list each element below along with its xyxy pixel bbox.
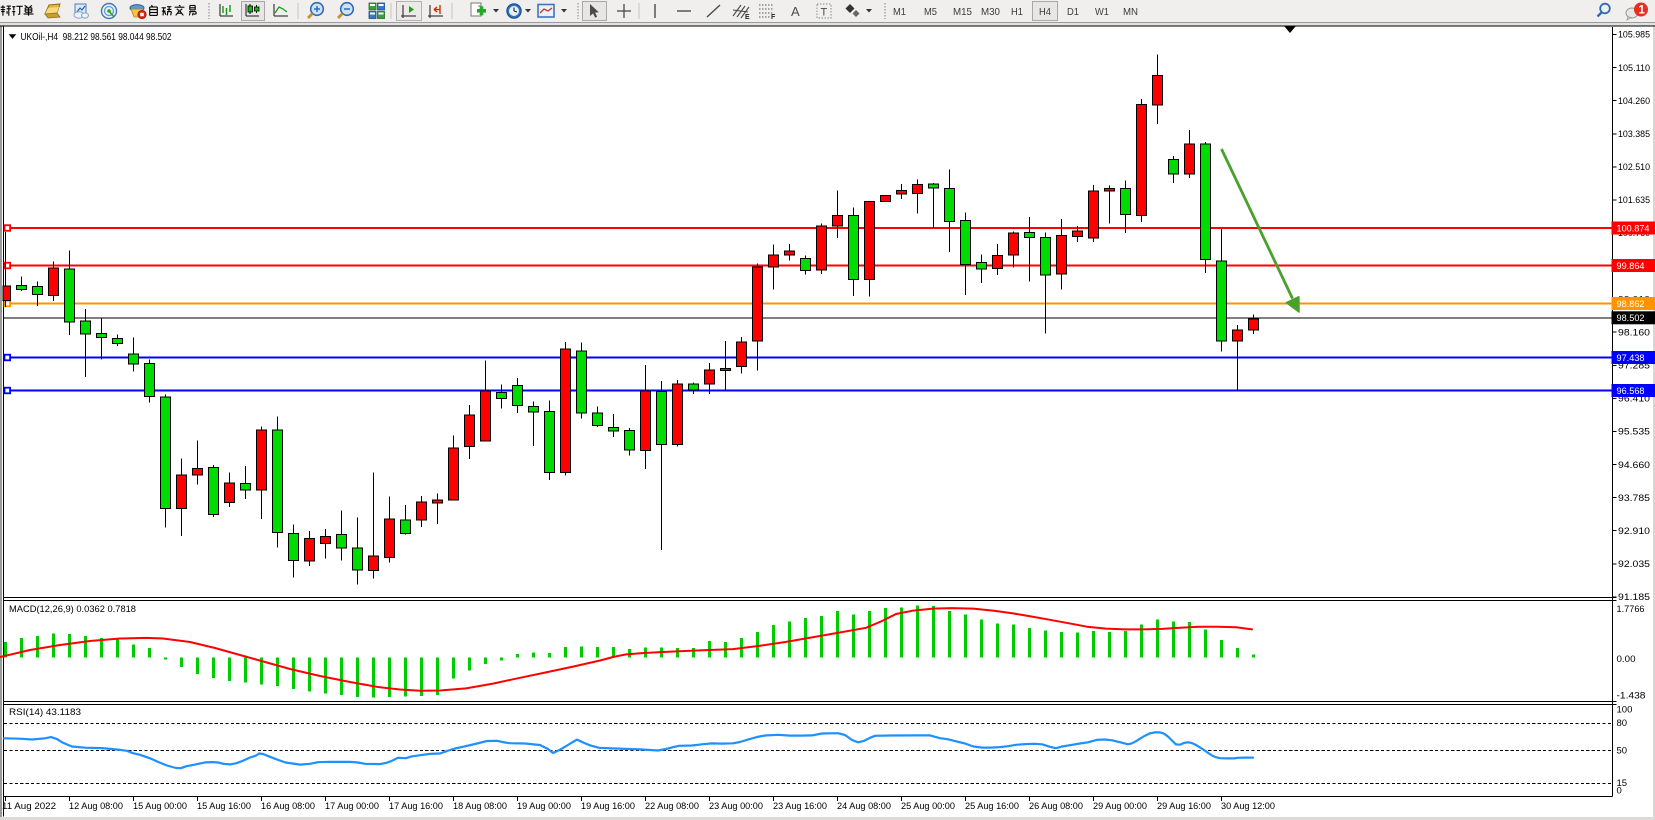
svg-text:103.385: 103.385 <box>1618 129 1650 140</box>
svg-text:16 Aug 08:00: 16 Aug 08:00 <box>261 801 315 812</box>
svg-text:1.7766: 1.7766 <box>1617 604 1645 615</box>
svg-text:D1: D1 <box>1067 6 1079 18</box>
svg-text:97.285: 97.285 <box>1618 361 1650 372</box>
svg-text:-1.438: -1.438 <box>1617 691 1646 702</box>
svg-text:H1: H1 <box>1011 6 1023 18</box>
svg-text:T: T <box>821 7 828 19</box>
svg-text:H4: H4 <box>1039 6 1051 18</box>
svg-text:A: A <box>791 4 800 19</box>
svg-text:22 Aug 08:00: 22 Aug 08:00 <box>645 801 699 812</box>
svg-text:1: 1 <box>1639 5 1646 17</box>
svg-text:50: 50 <box>1617 746 1628 757</box>
svg-text:12 Aug 08:00: 12 Aug 08:00 <box>69 801 123 812</box>
svg-text:105.110: 105.110 <box>1618 63 1650 74</box>
svg-text:0.00: 0.00 <box>1617 654 1636 665</box>
svg-text:102.510: 102.510 <box>1618 162 1650 173</box>
svg-text:RSI(14) 43.1183: RSI(14) 43.1183 <box>9 707 81 718</box>
svg-text:101.635: 101.635 <box>1618 195 1650 206</box>
svg-text:M5: M5 <box>924 6 937 18</box>
svg-text:25 Aug 16:00: 25 Aug 16:00 <box>965 801 1019 812</box>
svg-text:MACD(12,26,9) 0.0362 0.7818: MACD(12,26,9) 0.0362 0.7818 <box>9 604 136 615</box>
svg-text:UKOil-,H4 98.212 98.561 98.04: UKOil-,H4 98.212 98.561 98.044 98.502 <box>21 31 172 43</box>
svg-text:23 Aug 16:00: 23 Aug 16:00 <box>773 801 827 812</box>
svg-text:99.864: 99.864 <box>1617 261 1645 272</box>
svg-text:26 Aug 08:00: 26 Aug 08:00 <box>1029 801 1083 812</box>
svg-text:17 Aug 16:00: 17 Aug 16:00 <box>389 801 443 812</box>
svg-text:94.660: 94.660 <box>1618 460 1650 471</box>
svg-text:0: 0 <box>1617 786 1622 797</box>
svg-text:29 Aug 00:00: 29 Aug 00:00 <box>1093 801 1147 812</box>
svg-text:105.985: 105.985 <box>1618 30 1650 41</box>
svg-text:98.160: 98.160 <box>1618 327 1650 338</box>
svg-text:100: 100 <box>1617 705 1633 716</box>
svg-text:25 Aug 00:00: 25 Aug 00:00 <box>901 801 955 812</box>
svg-text:98.862: 98.862 <box>1617 299 1645 310</box>
svg-text:24 Aug 08:00: 24 Aug 08:00 <box>837 801 891 812</box>
svg-text:29 Aug 16:00: 29 Aug 16:00 <box>1157 801 1211 812</box>
svg-text:W1: W1 <box>1095 6 1109 18</box>
svg-text:M30: M30 <box>981 6 1000 18</box>
svg-text:91.185: 91.185 <box>1618 592 1650 603</box>
svg-text:92.910: 92.910 <box>1618 526 1650 537</box>
svg-text:MN: MN <box>1123 6 1138 18</box>
svg-text:96.568: 96.568 <box>1617 386 1645 397</box>
svg-text:23 Aug 00:00: 23 Aug 00:00 <box>709 801 763 812</box>
svg-text:E: E <box>745 14 750 21</box>
svg-text:98.502: 98.502 <box>1617 313 1645 324</box>
svg-text:15: 15 <box>1617 778 1628 789</box>
svg-text:18 Aug 08:00: 18 Aug 08:00 <box>453 801 507 812</box>
svg-text:92.035: 92.035 <box>1618 559 1650 570</box>
svg-text:15 Aug 00:00: 15 Aug 00:00 <box>133 801 187 812</box>
svg-text:100.874: 100.874 <box>1617 223 1650 234</box>
svg-text:104.260: 104.260 <box>1618 96 1650 107</box>
svg-text:95.535: 95.535 <box>1618 427 1650 438</box>
svg-text:97.438: 97.438 <box>1617 353 1645 364</box>
svg-text:F: F <box>771 14 776 21</box>
svg-text:19 Aug 16:00: 19 Aug 16:00 <box>581 801 635 812</box>
svg-text:M15: M15 <box>953 6 972 18</box>
svg-text:93.785: 93.785 <box>1618 493 1650 504</box>
svg-text:11 Aug 2022: 11 Aug 2022 <box>2 801 56 812</box>
svg-text:17 Aug 00:00: 17 Aug 00:00 <box>325 801 379 812</box>
svg-text:80: 80 <box>1617 718 1628 729</box>
svg-text:30 Aug 12:00: 30 Aug 12:00 <box>1221 801 1275 812</box>
svg-text:15 Aug 16:00: 15 Aug 16:00 <box>197 801 251 812</box>
svg-text:19 Aug 00:00: 19 Aug 00:00 <box>517 801 571 812</box>
svg-text:M1: M1 <box>893 6 906 18</box>
svg-text:96.410: 96.410 <box>1618 394 1650 405</box>
